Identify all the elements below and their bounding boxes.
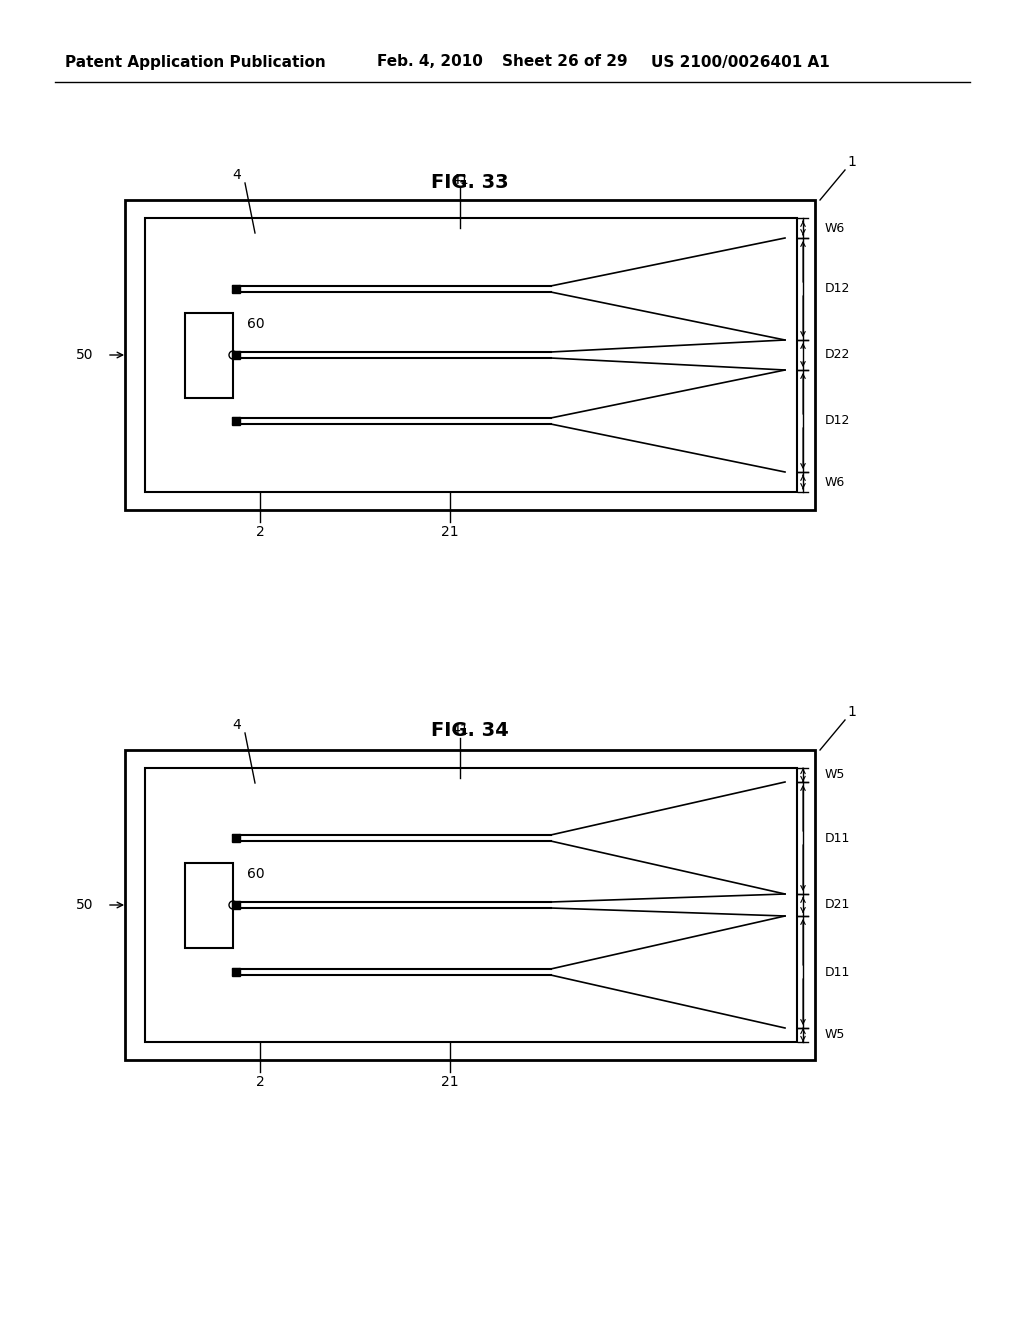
Text: W6: W6	[825, 222, 845, 235]
Text: 21: 21	[441, 1074, 459, 1089]
Text: W6: W6	[825, 475, 845, 488]
Text: 4: 4	[232, 718, 242, 733]
Text: US 2100/0026401 A1: US 2100/0026401 A1	[650, 54, 829, 70]
Bar	[185, 862, 233, 948]
Bar	[232, 351, 240, 359]
Text: 41: 41	[452, 723, 469, 737]
Text: 60: 60	[247, 867, 264, 882]
Bar	[145, 218, 797, 492]
Text: Feb. 4, 2010: Feb. 4, 2010	[377, 54, 483, 70]
Bar	[185, 313, 233, 397]
Bar	[232, 417, 240, 425]
Text: 4: 4	[232, 168, 242, 182]
Text: 21: 21	[441, 525, 459, 539]
Bar	[125, 201, 815, 510]
Text: 1: 1	[848, 705, 856, 719]
Text: FIG. 34: FIG. 34	[431, 721, 509, 739]
Text: Patent Application Publication: Patent Application Publication	[65, 54, 326, 70]
Bar	[125, 750, 815, 1060]
Text: Sheet 26 of 29: Sheet 26 of 29	[502, 54, 628, 70]
Bar	[232, 285, 240, 293]
Bar	[232, 834, 240, 842]
Text: W5: W5	[825, 768, 846, 781]
Text: 50: 50	[76, 898, 93, 912]
Text: D12: D12	[825, 414, 850, 428]
Text: 1: 1	[848, 154, 856, 169]
Text: D11: D11	[825, 965, 850, 978]
Bar	[232, 902, 240, 909]
Bar	[145, 768, 797, 1041]
Bar	[232, 968, 240, 975]
Text: 2: 2	[256, 1074, 264, 1089]
Text: 41: 41	[452, 173, 469, 187]
Text: D11: D11	[825, 832, 850, 845]
Text: D12: D12	[825, 282, 850, 296]
Text: W5: W5	[825, 1028, 846, 1041]
Text: D21: D21	[825, 899, 850, 912]
Text: 50: 50	[76, 348, 93, 362]
Text: D22: D22	[825, 348, 850, 362]
Text: 60: 60	[247, 318, 264, 331]
Text: 2: 2	[256, 525, 264, 539]
Text: FIG. 33: FIG. 33	[431, 173, 509, 191]
